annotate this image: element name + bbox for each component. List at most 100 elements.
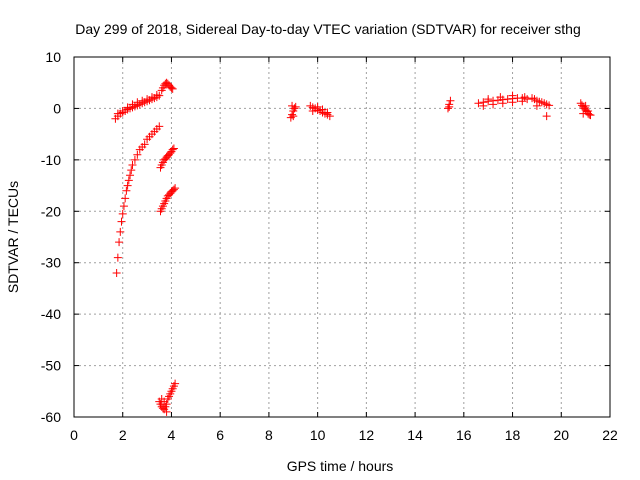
- series-arc-3.7h-top: [157, 78, 177, 95]
- x-tick-label: 10: [310, 427, 326, 443]
- data-point: [308, 107, 317, 115]
- data-point: [116, 227, 125, 236]
- data-point: [126, 171, 135, 180]
- data-point: [318, 105, 327, 114]
- data-point: [496, 93, 505, 102]
- data-point: [152, 91, 161, 100]
- data-point: [532, 101, 541, 110]
- data-point: [291, 102, 300, 111]
- x-tick-label: 2: [119, 427, 127, 443]
- data-point: [119, 202, 128, 211]
- data-point: [143, 95, 152, 104]
- data-point: [130, 155, 139, 164]
- data-point: [118, 209, 127, 218]
- series-arc-21h: [576, 99, 595, 120]
- data-point: [446, 96, 455, 105]
- x-tick-label: 18: [505, 427, 521, 443]
- x-tick-label: 22: [602, 427, 618, 443]
- series-arc-10h: [306, 101, 334, 121]
- data-point: [127, 166, 136, 175]
- plot-frame: [73, 56, 611, 418]
- data-point: [123, 103, 132, 112]
- y-axis-title: SDTVAR / TECUs: [5, 181, 21, 293]
- x-tick-label: 8: [265, 427, 273, 443]
- data-point: [121, 194, 130, 203]
- data-point: [128, 161, 137, 169]
- y-tick-label: -30: [41, 255, 61, 271]
- series-arc-3.6h-minus19: [156, 184, 180, 216]
- points-layer: [111, 78, 595, 416]
- tick-layer: 0 2 4 6 8 10 12 14 16 18 20 22 -60 -50 -40 -30 -20 -10 0 10: [41, 49, 618, 443]
- data-point: [160, 397, 169, 406]
- series-arc-rising-main: [112, 122, 164, 277]
- data-point: [113, 253, 122, 262]
- data-point: [162, 407, 171, 416]
- data-point: [147, 93, 156, 102]
- x-tick-label: 12: [359, 427, 375, 443]
- data-point: [112, 269, 121, 277]
- series-arc-3.7h-minus57: [155, 379, 180, 416]
- series-arc-near-zero: [111, 91, 164, 123]
- data-point: [128, 100, 137, 109]
- data-point: [133, 98, 142, 107]
- chart-title: Day 299 of 2018, Sidereal Day-to-day VTE…: [75, 21, 581, 37]
- data-point: [443, 104, 452, 113]
- series-arc-9h: [286, 101, 300, 122]
- grid-layer: [74, 57, 610, 417]
- data-point: [579, 109, 588, 118]
- data-point: [289, 112, 298, 121]
- x-axis-title: GPS time / hours: [287, 458, 394, 474]
- data-point: [123, 181, 132, 190]
- series-arc-3.6h-minus10: [156, 144, 178, 172]
- data-point: [138, 96, 147, 105]
- data-point: [508, 91, 517, 100]
- data-point: [313, 102, 322, 111]
- data-point: [489, 100, 498, 109]
- x-tick-label: 14: [407, 427, 423, 443]
- y-tick-label: -50: [41, 358, 61, 374]
- data-point: [169, 144, 178, 153]
- data-point: [323, 108, 332, 117]
- x-tick-label: 20: [553, 427, 569, 443]
- data-point: [288, 101, 297, 110]
- series-arc-17-18h: [474, 91, 532, 110]
- x-tick-label: 16: [456, 427, 472, 443]
- data-point: [542, 112, 551, 121]
- data-point: [518, 97, 527, 106]
- y-tick-label: -40: [41, 306, 61, 322]
- y-tick-label: 0: [53, 100, 61, 116]
- data-point: [122, 186, 131, 195]
- x-tick-label: 0: [70, 427, 78, 443]
- y-tick-label: -10: [41, 152, 61, 168]
- data-point: [520, 93, 529, 102]
- data-point: [124, 176, 133, 185]
- data-point: [586, 111, 595, 120]
- data-point: [168, 145, 177, 154]
- data-point: [545, 101, 554, 110]
- data-point: [113, 109, 122, 118]
- x-tick-label: 6: [216, 427, 224, 443]
- data-point: [117, 217, 126, 226]
- data-point: [288, 110, 297, 119]
- y-tick-label: -20: [41, 203, 61, 219]
- y-tick-label: -60: [41, 409, 61, 425]
- data-point: [498, 99, 507, 108]
- data-point: [133, 150, 142, 159]
- data-point: [155, 122, 164, 131]
- data-point: [508, 98, 517, 107]
- series-arc-15.4h: [443, 96, 455, 113]
- data-point: [581, 101, 590, 110]
- data-point: [115, 238, 124, 247]
- series-arc-19h: [528, 94, 554, 121]
- data-point: [445, 102, 454, 111]
- x-tick-label: 4: [168, 427, 176, 443]
- data-point: [171, 184, 180, 193]
- data-point: [169, 185, 178, 194]
- data-point: [484, 95, 493, 104]
- data-point: [584, 107, 593, 115]
- data-point: [171, 379, 180, 388]
- data-point: [503, 95, 512, 104]
- y-tick-label: 10: [45, 49, 61, 65]
- data-point: [585, 110, 594, 119]
